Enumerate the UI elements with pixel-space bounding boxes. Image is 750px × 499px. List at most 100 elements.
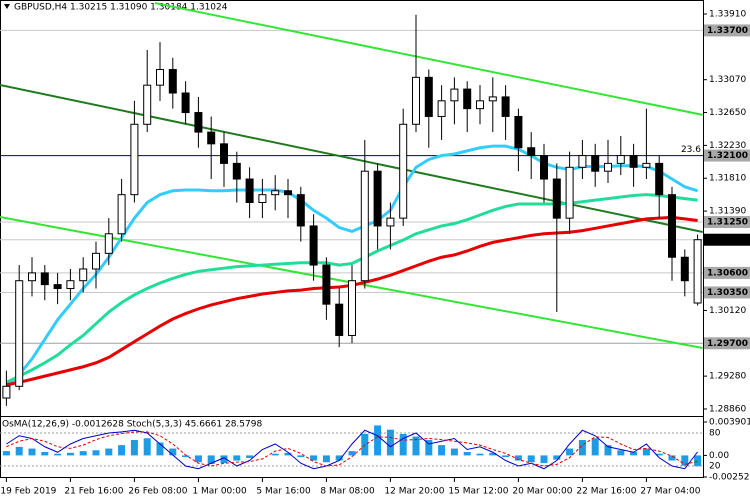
histogram-bar <box>412 436 420 456</box>
candle-body <box>194 112 203 133</box>
candle-body <box>578 155 587 168</box>
histogram-bar <box>553 455 561 460</box>
y-tick-label: 1.32230 <box>709 141 746 151</box>
histogram-bar <box>79 451 87 456</box>
level-label: 1.31024 <box>707 235 748 245</box>
candle-body <box>552 178 561 219</box>
candle-body <box>399 123 408 219</box>
histogram-bar <box>668 455 676 461</box>
histogram-bar <box>374 425 382 456</box>
level-label: 1.30350 <box>707 288 748 298</box>
candle-body <box>207 131 216 145</box>
y-tick-label: 0.0039015 <box>709 418 750 428</box>
histogram-bar <box>220 455 228 464</box>
candle-body <box>168 69 177 94</box>
histogram-bar <box>399 433 407 456</box>
histogram-bar <box>425 439 433 456</box>
histogram-bar <box>348 451 356 456</box>
candle-body <box>28 272 36 282</box>
histogram-bar <box>105 448 113 456</box>
candle-body <box>117 194 126 235</box>
histogram-bar <box>233 455 241 461</box>
trend-line <box>0 84 703 233</box>
stoch-line <box>6 431 698 467</box>
x-tick-label: 8 Mar 08:00 <box>320 487 375 497</box>
chart-title: GBPUSD,H4 1.30215 1.31090 1.30184 1.3102… <box>14 3 228 13</box>
histogram-bar <box>335 455 343 461</box>
candle-body <box>348 280 356 336</box>
candle-body <box>514 115 523 149</box>
histogram-bar <box>386 429 394 456</box>
level-label: 1.32100 <box>707 151 748 161</box>
y-tick-label: 1.30120 <box>709 306 746 316</box>
x-tick-label: 19 Feb 2019 <box>0 487 56 497</box>
y-tick-label: 1.32650 <box>709 108 746 118</box>
candle-body <box>104 233 113 254</box>
histogram-bar <box>28 448 36 456</box>
histogram-bar <box>540 455 548 464</box>
histogram-bar <box>41 451 49 456</box>
candle-body <box>2 385 11 399</box>
y-tick-label: -0.0025236 <box>709 473 750 483</box>
level-box <box>704 233 750 246</box>
histogram-bar <box>92 450 100 456</box>
candle-body <box>309 225 318 266</box>
candle-body <box>680 256 689 282</box>
candle-body <box>130 123 139 196</box>
histogram-bar <box>284 452 292 456</box>
trend-line <box>154 2 703 116</box>
candle-body <box>181 92 190 114</box>
level-box <box>704 149 750 162</box>
histogram-bar <box>630 451 638 456</box>
level-box <box>704 337 750 350</box>
histogram-bar <box>681 455 689 466</box>
candle-body <box>322 264 331 305</box>
y2-tick-label: 80 <box>709 429 721 439</box>
candle-body <box>220 143 228 164</box>
histogram-bar <box>310 455 318 461</box>
histogram-bar <box>2 451 10 456</box>
level-box <box>704 216 750 229</box>
candle-body <box>360 170 369 282</box>
level-box <box>704 24 750 37</box>
histogram-bar <box>566 448 574 456</box>
x-tick-label: 26 Feb 08:00 <box>128 487 187 497</box>
histogram-bar <box>578 439 586 456</box>
level-label: 1.30600 <box>707 268 748 278</box>
y-tick-label: 1.29280 <box>709 372 746 382</box>
x-tick-label: 12 Mar 20:00 <box>384 487 444 497</box>
candle-body <box>40 272 49 286</box>
histogram-bar <box>655 453 663 456</box>
candle-body <box>655 162 664 196</box>
level-label: 1.31250 <box>707 218 748 228</box>
candle-body <box>668 194 676 258</box>
histogram-bar <box>271 453 279 456</box>
symbol-icon <box>4 4 10 9</box>
candle-body <box>284 190 292 196</box>
candle-body <box>616 155 625 164</box>
candle-body <box>143 84 152 125</box>
level-label: 1.33700 <box>707 26 748 36</box>
moving-average <box>5 193 698 384</box>
x-tick-label: 21 Feb 16:00 <box>64 487 123 497</box>
histogram-bar <box>476 453 484 456</box>
candle-body <box>424 76 433 117</box>
histogram-bar <box>54 453 62 456</box>
histogram-bar <box>463 451 471 456</box>
candle-body <box>591 155 600 172</box>
candle-body <box>386 217 395 227</box>
level-box <box>704 266 750 279</box>
candle-body <box>540 155 548 180</box>
histogram-bar <box>156 442 164 456</box>
candle-body <box>501 96 510 117</box>
candle-body <box>156 69 164 86</box>
candle-body <box>258 194 267 203</box>
y-tick-label: 1.31810 <box>709 174 746 184</box>
candle-body <box>92 252 100 270</box>
histogram-bar <box>182 455 190 458</box>
histogram-bar <box>489 452 497 456</box>
histogram-bar <box>207 455 215 464</box>
stoch-line <box>6 429 698 470</box>
candle-body <box>437 100 446 117</box>
